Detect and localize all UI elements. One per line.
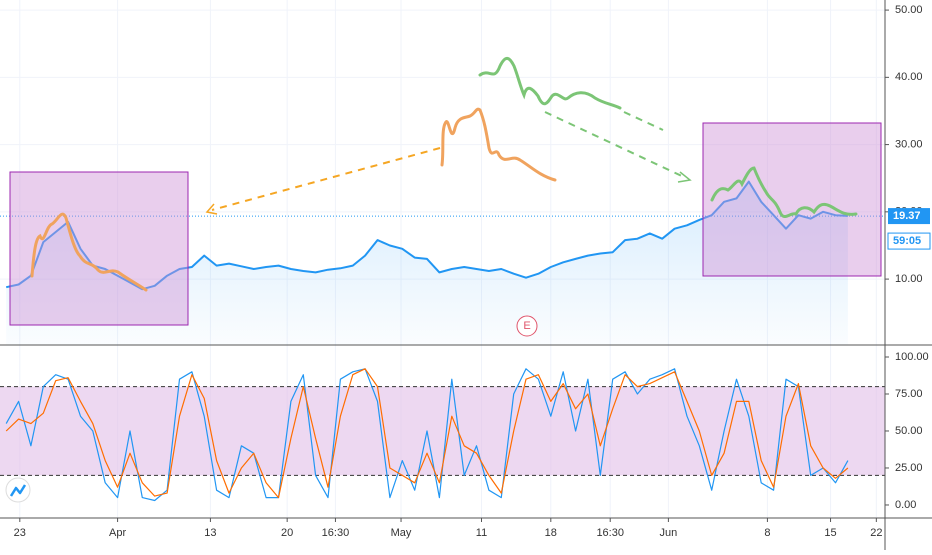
price-area: [6, 181, 848, 345]
x-tick-label: 8: [764, 527, 770, 539]
earnings-badge[interactable]: [516, 315, 538, 337]
marks: [0, 0, 885, 518]
sketch-curve: [30, 212, 148, 292]
countdown-label: 59:05: [893, 235, 921, 247]
y-tick-label: 75.00: [895, 388, 923, 400]
drawings: E: [5, 57, 882, 503]
line-series: [5, 368, 849, 502]
y-tick-label: 30.00: [895, 138, 923, 150]
x-tick-label: 23: [14, 527, 26, 539]
sketch-curve: [440, 107, 557, 182]
x-tick-label: 13: [204, 527, 216, 539]
sketch-curve: [478, 57, 622, 110]
x-tick-label: 20: [281, 527, 293, 539]
highlight-box: [9, 171, 189, 326]
countdown-box: [887, 232, 931, 250]
y-tick-label: 50.00: [895, 4, 923, 16]
y-tick-label: 10.00: [895, 273, 923, 285]
x-tick-label: May: [391, 527, 412, 539]
labels: 10.0020.0030.0040.0050.0023Apr132016:30M…: [14, 4, 931, 539]
highlight-box: [702, 122, 882, 277]
y-tick-label: 25.00: [895, 462, 923, 474]
last-price-label: 19.37: [893, 210, 921, 222]
line-series: [5, 368, 849, 499]
x-tick-label: 11: [476, 527, 487, 539]
arrow-head: [677, 171, 692, 183]
x-tick-label: 16:30: [596, 527, 624, 539]
logo-icon: [9, 484, 27, 497]
x-tick-label: 22: [870, 527, 882, 539]
x-tick-label: 18: [545, 527, 557, 539]
arrow-head: [205, 203, 218, 215]
last-price-box: [888, 208, 930, 225]
y-tick-label: 0.00: [895, 499, 916, 511]
y-tick-label: 40.00: [895, 71, 923, 83]
y-tick-label: 50.00: [895, 425, 923, 437]
band-fill: [0, 386, 885, 476]
x-tick-label: 16:30: [322, 527, 350, 539]
line-series: [5, 180, 848, 291]
x-tick-label: Jun: [660, 527, 678, 539]
y-tick-label: 100.00: [895, 351, 929, 363]
sketch-curve: [710, 166, 858, 218]
earnings-marker[interactable]: E: [523, 320, 530, 332]
x-tick-label: Apr: [109, 527, 126, 539]
dashed-arrow: [211, 147, 441, 211]
x-tick-label: 15: [824, 527, 836, 539]
